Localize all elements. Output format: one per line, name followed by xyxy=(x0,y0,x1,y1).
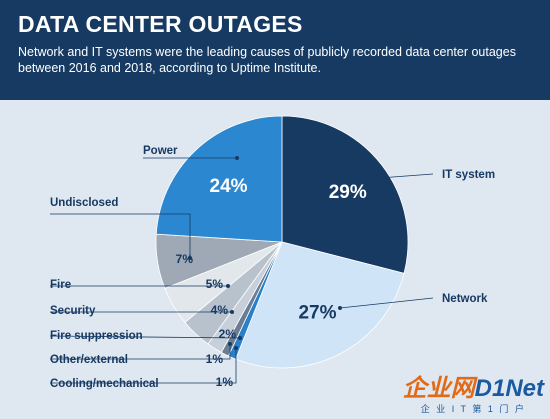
leader-line-it-system xyxy=(351,173,434,181)
header-banner: DATA CENTER OUTAGES Network and IT syste… xyxy=(0,0,550,100)
leader-dot-network xyxy=(338,306,342,310)
label-security: Security xyxy=(50,305,96,317)
label-power: Power xyxy=(143,145,178,157)
leader-dot-it-system xyxy=(350,178,354,182)
logo-text-d1net: D1Net xyxy=(474,375,544,402)
value-label-security: 4% xyxy=(211,303,229,317)
leader-line-other-external xyxy=(50,344,231,360)
label-other-external: Other/external xyxy=(50,354,128,366)
slice-it-system xyxy=(281,115,409,274)
label-it-system: IT system xyxy=(442,169,495,181)
leader-dot-undisclosed xyxy=(188,256,192,260)
value-label-fire-suppression: 2% xyxy=(219,327,237,341)
label-undisclosed: Undisclosed xyxy=(50,197,118,209)
pie-chart: IT system 29% Network 27% Cooling/mechanical… xyxy=(49,115,495,390)
leader-line-network xyxy=(339,297,434,309)
value-label-undisclosed: 7% xyxy=(176,252,194,266)
value-label-network: 27% xyxy=(298,303,336,324)
leader-line-cooling-mechanical xyxy=(50,348,237,384)
value-label-fire: 5% xyxy=(206,277,224,291)
value-label-cooling-mechanical: 1% xyxy=(216,375,234,389)
slice-power xyxy=(155,115,283,243)
leader-line-fire-suppression xyxy=(49,335,241,339)
leader-dot-other-external xyxy=(228,342,232,346)
value-label-other-external: 1% xyxy=(206,352,224,366)
chart-subtitle: Network and IT systems were the leading … xyxy=(18,45,516,75)
value-label-it-system: 29% xyxy=(329,182,367,203)
leader-dot-fire-suppression xyxy=(238,336,242,340)
slice-network xyxy=(235,241,405,369)
leader-dot-fire xyxy=(226,284,230,288)
chart-title: DATA CENTER OUTAGES xyxy=(18,11,303,37)
leader-dot-cooling-mechanical xyxy=(234,346,238,350)
logo-tagline: 企 业 I T 第 1 门 户 xyxy=(420,404,526,414)
leader-dot-security xyxy=(230,310,234,314)
label-fire-suppression: Fire suppression xyxy=(50,330,143,342)
leader-dot-power xyxy=(235,156,239,160)
label-network: Network xyxy=(442,293,488,305)
value-label-power: 24% xyxy=(210,176,248,197)
label-cooling-mechanical: Cooling/mechanical xyxy=(50,378,159,390)
logo-text-cn: 企业网 xyxy=(402,375,475,402)
leader-line-undisclosed xyxy=(50,213,191,258)
label-fire: Fire xyxy=(50,279,71,291)
d1net-logo: 企业网D1Net 企 业 I T 第 1 门 户 xyxy=(403,376,544,415)
